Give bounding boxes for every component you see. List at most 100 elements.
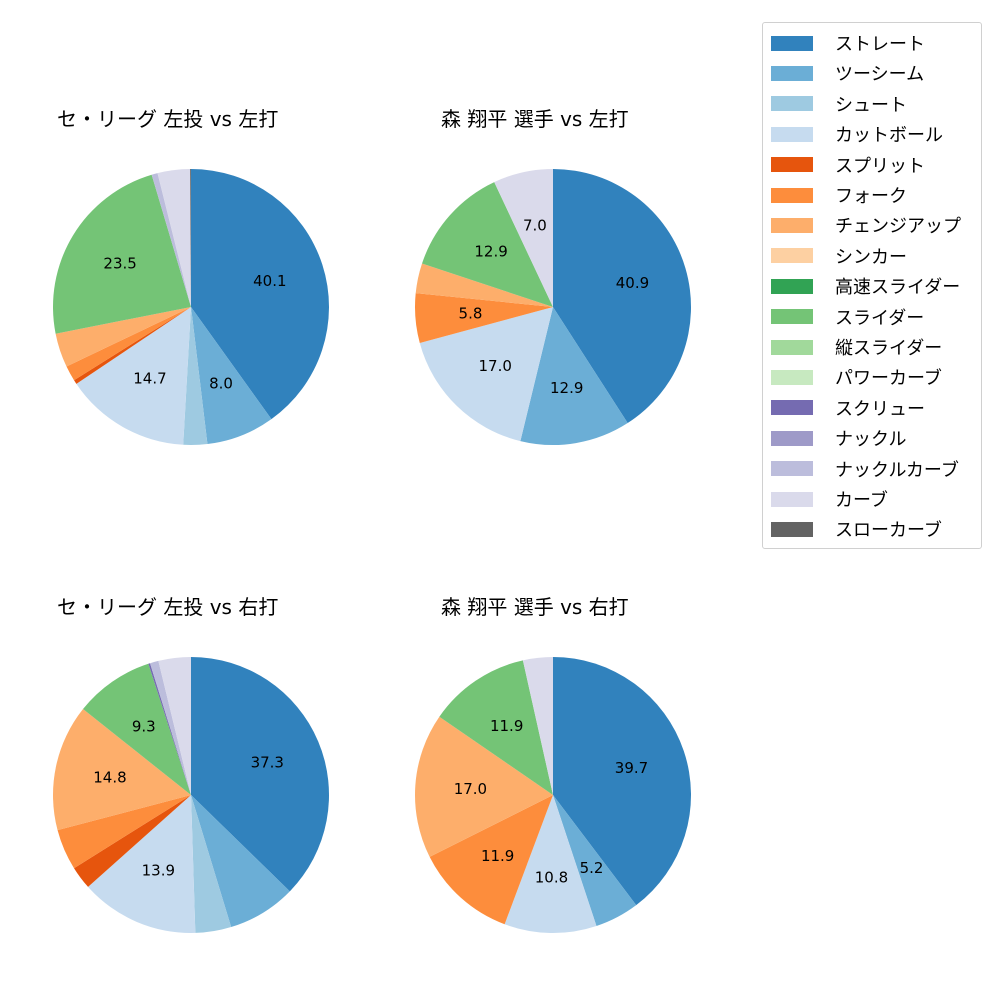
pie-slice [74, 307, 191, 384]
pie-slice [183, 307, 208, 445]
slice-value-label: 37.3 [251, 753, 284, 771]
legend-label: カーブ [835, 490, 888, 511]
slice-value-label: 12.9 [550, 379, 583, 397]
legend-label: 縦スライダー [835, 338, 943, 359]
legend-swatch [771, 157, 813, 173]
pie-slice [191, 795, 232, 933]
pie-slice [191, 307, 272, 445]
pie-slice [419, 307, 553, 442]
slice-value-label: 7.0 [523, 217, 547, 235]
legend-label: ナックルカーブ [835, 459, 959, 481]
slice-value-label: 11.9 [481, 847, 514, 865]
pie-slice [504, 795, 597, 934]
slice-value-label: 39.7 [615, 759, 648, 777]
pie-slice [522, 657, 553, 795]
pie-slice [66, 307, 191, 381]
legend-item: チェンジアップ [771, 214, 961, 238]
pie-slice [191, 795, 290, 928]
panel-title: 森 翔平 選手 vs 左打 [441, 107, 629, 131]
pie-slice [520, 307, 628, 445]
legend-swatch [771, 278, 813, 294]
legend-item: スライダー [771, 306, 924, 329]
slice-value-label: 14.7 [133, 369, 166, 387]
pie-slice [52, 709, 191, 831]
panel-title: セ・リーグ 左投 vs 右打 [57, 595, 279, 619]
slice-value-label: 8.0 [209, 375, 233, 393]
pie-slice [494, 169, 553, 307]
slice-value-label: 13.9 [142, 862, 175, 880]
legend-label: ストレート [835, 34, 925, 55]
pie-slice [553, 169, 691, 424]
pie-slice [150, 660, 191, 795]
slice-value-label: 17.0 [478, 357, 511, 375]
pie-slice [415, 263, 553, 307]
legend-label: ツーシーム [835, 64, 925, 86]
legend-label: スローカーブ [835, 520, 942, 542]
legend-swatch [771, 491, 813, 507]
legend-item: ストレート [771, 32, 925, 55]
legend-label: シンカー [835, 246, 907, 268]
pie-slice [57, 795, 191, 869]
legend-item: 縦スライダー [771, 336, 943, 359]
legend-swatch [771, 521, 813, 537]
legend-label: カットボール [835, 125, 943, 147]
panel-title: 森 翔平 選手 vs 右打 [441, 595, 629, 619]
legend-swatch [771, 400, 813, 416]
legend-swatch [771, 430, 813, 446]
legend-swatch [771, 461, 813, 477]
pie-slice [191, 657, 329, 892]
legend-item: シュート [771, 93, 907, 116]
legend-item: 高速スライダー [771, 275, 960, 298]
legend-label: スクリュー [835, 398, 925, 420]
legend-label: フォーク [835, 186, 907, 207]
legend-item: ツーシーム [771, 62, 925, 86]
legend-item: シンカー [771, 245, 907, 268]
legend-swatch [771, 248, 813, 264]
legend-item: ナックルカーブ [771, 458, 959, 481]
pie-slice [83, 663, 191, 795]
slice-value-label: 10.8 [535, 868, 568, 886]
legend-swatch [771, 96, 813, 112]
pie-slice [55, 307, 191, 367]
slice-value-label: 11.9 [490, 717, 523, 735]
legend-swatch [771, 65, 813, 81]
pie-slice [76, 307, 191, 445]
pie-slice [415, 293, 553, 343]
legend-label: スプリット [835, 155, 925, 177]
pie-slice [148, 663, 191, 795]
pie-slice [422, 182, 553, 307]
legend-item: カーブ [771, 488, 888, 511]
pie-slice [191, 169, 329, 420]
legend-label: チェンジアップ [835, 216, 961, 238]
pie-slice [553, 657, 692, 906]
slice-value-label: 14.8 [93, 768, 126, 786]
slice-value-label: 9.3 [132, 717, 156, 735]
pie-slice [429, 795, 553, 925]
legend-item: ナックル [771, 427, 906, 450]
slice-value-label: 5.2 [580, 859, 604, 877]
slice-value-label: 23.5 [103, 255, 136, 273]
pie-slice [190, 169, 191, 307]
slice-value-label: 5.8 [459, 304, 483, 322]
legend-swatch [771, 339, 813, 355]
pie-slice [158, 657, 191, 795]
legend-label: シュート [835, 94, 907, 116]
legend-item: カットボール [771, 123, 943, 147]
legend: ストレートツーシームシュートカットボール スプリットフォークチェンジアップ シンカー… [762, 22, 982, 549]
pie-slice [439, 660, 553, 795]
pie-slice [553, 795, 637, 926]
legend-item: パワーカーブ [771, 366, 942, 390]
legend-swatch [771, 309, 813, 325]
legend-item: スローカーブ [771, 518, 942, 542]
legend-swatch [771, 187, 813, 203]
legend-swatch [771, 35, 813, 51]
slice-value-label: 12.9 [474, 243, 507, 261]
legend-label: パワーカーブ [835, 368, 942, 390]
slice-value-label: 40.9 [616, 274, 649, 292]
panel-title: セ・リーグ 左投 vs 左打 [57, 107, 279, 131]
legend-item: スプリット [771, 154, 925, 177]
